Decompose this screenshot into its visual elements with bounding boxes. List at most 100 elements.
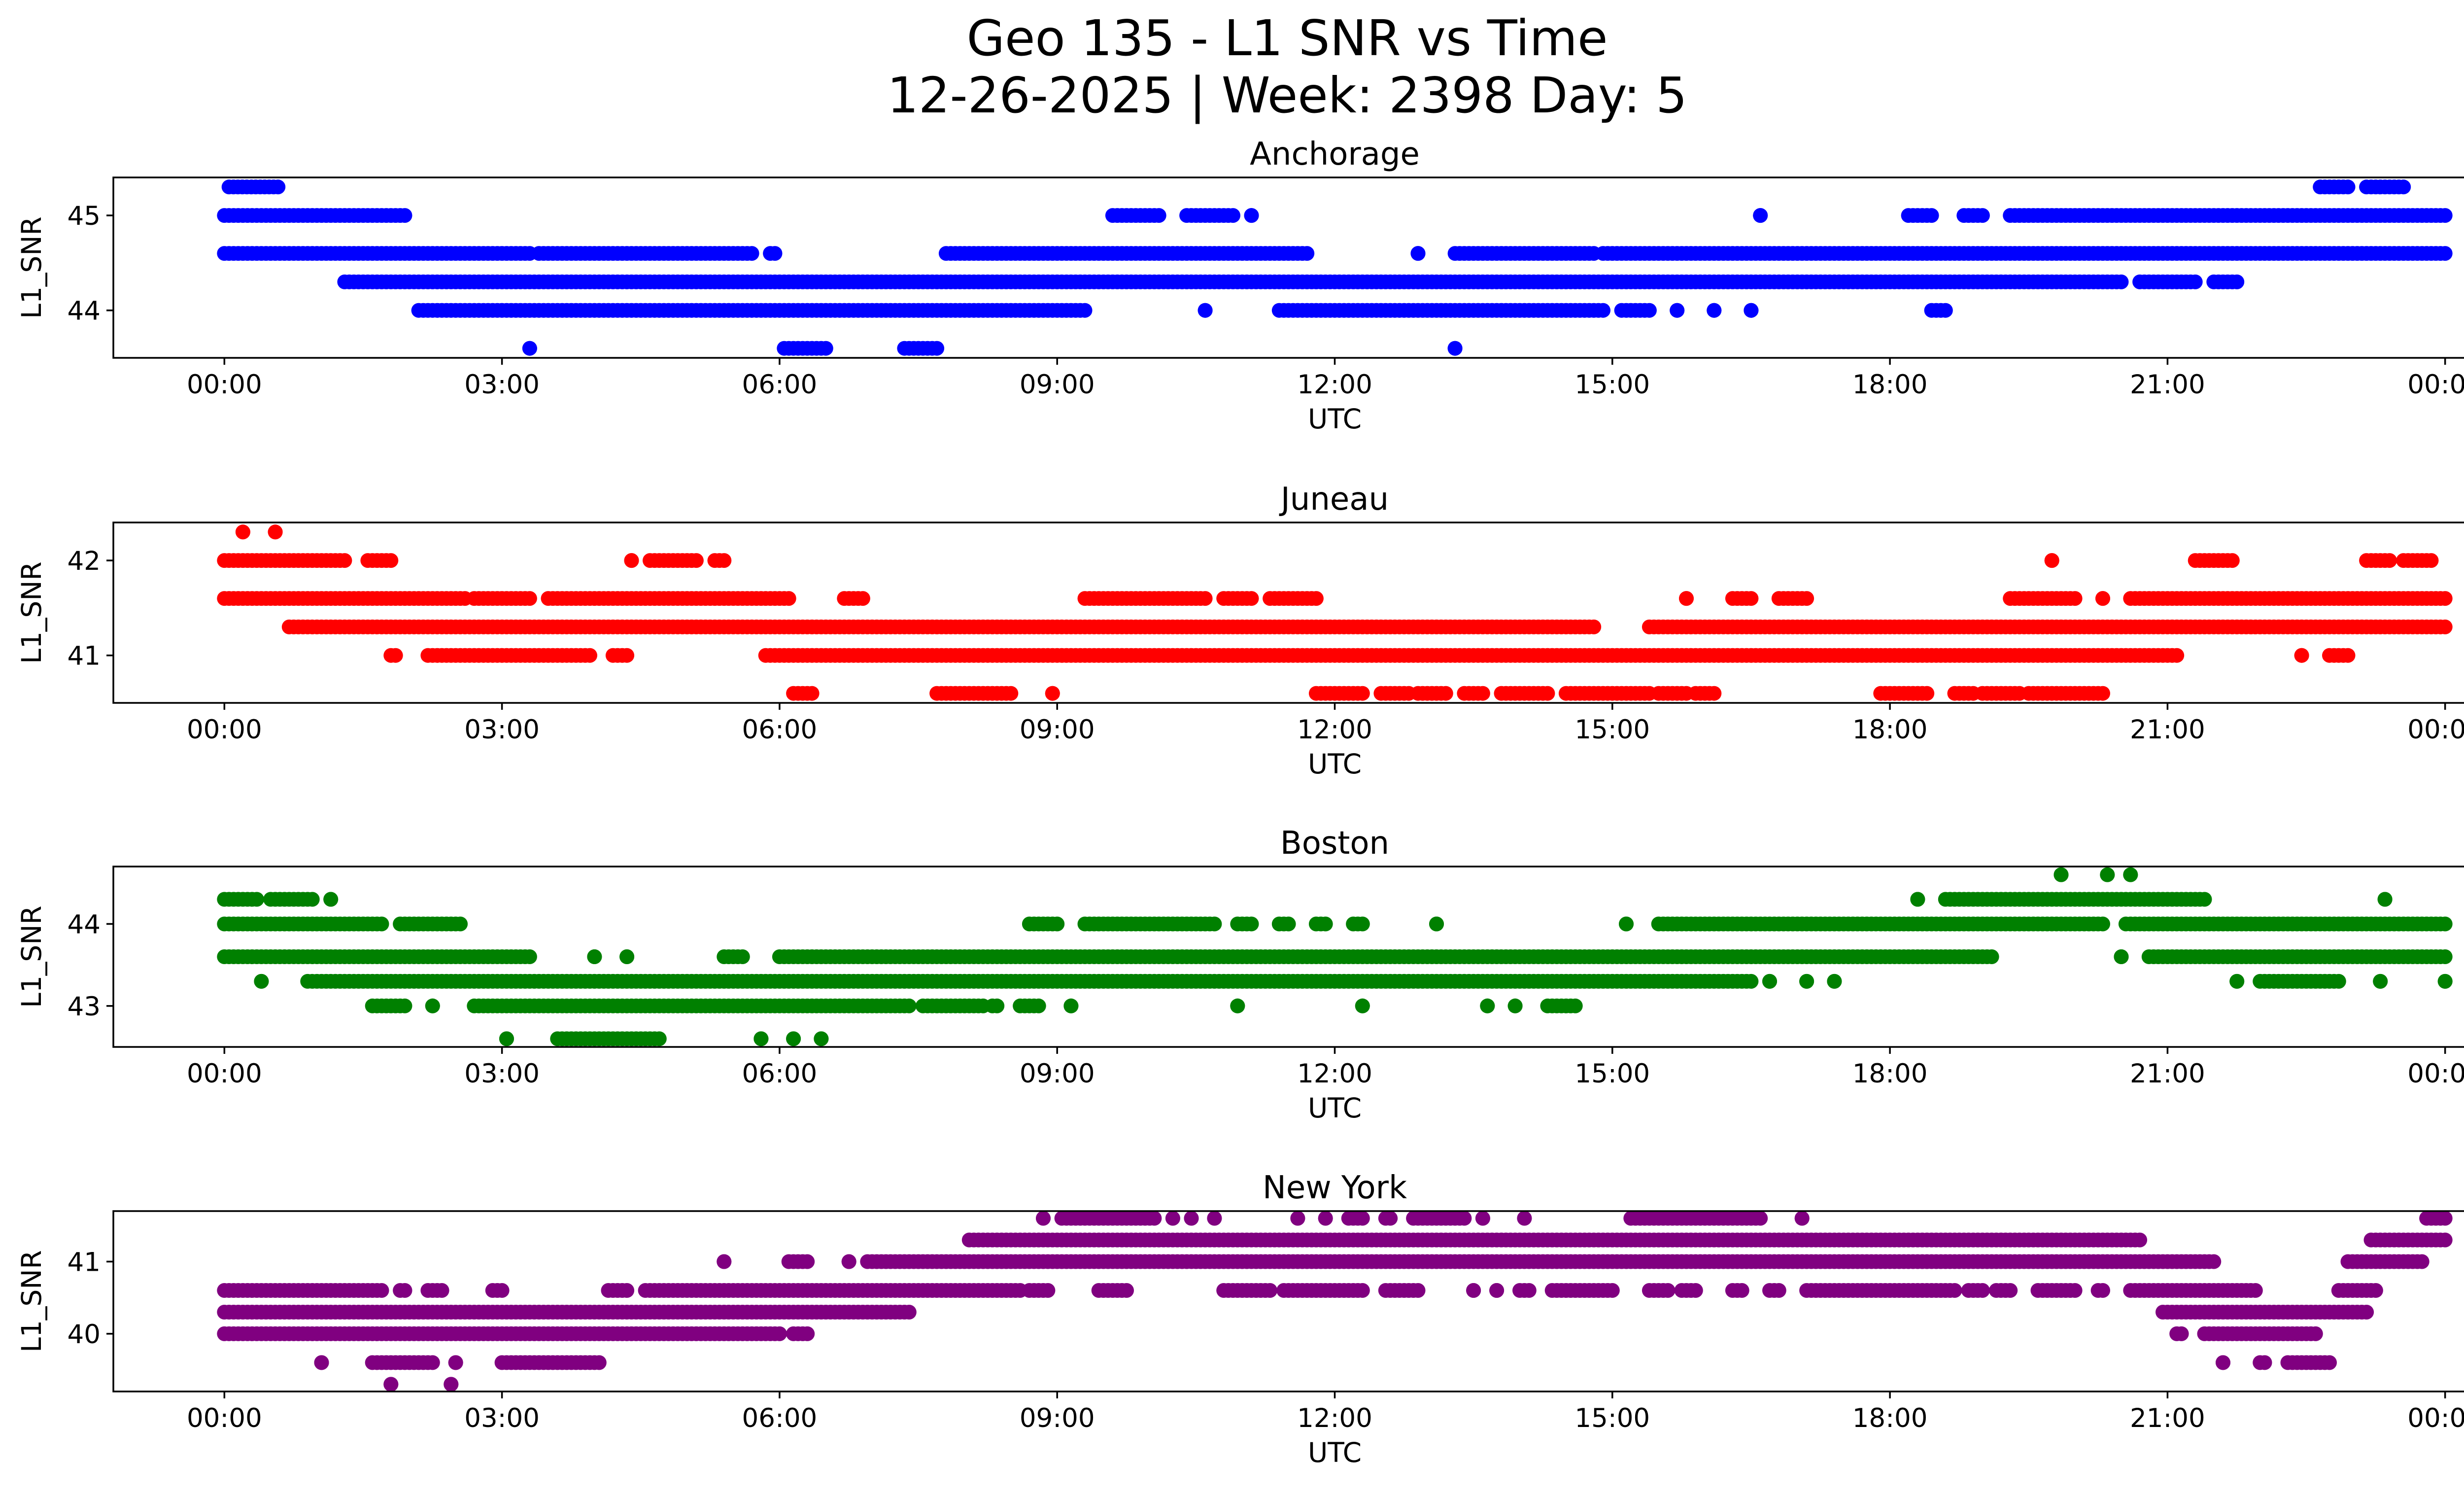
data-point [619,1283,635,1298]
data-point [1308,591,1324,606]
data-point [2437,973,2453,989]
data-point [1244,208,1259,223]
y-axis-label: L1_SNR [16,905,47,1008]
data-point [841,1254,856,1269]
data-point [453,916,468,932]
data-point [425,998,440,1013]
data-point [1744,303,1759,318]
x-tick-label: 21:00 [2130,715,2205,745]
data-point [2100,867,2115,882]
data-point [1827,973,1842,989]
data-point [337,553,352,568]
data-point [2169,648,2185,663]
data-point [235,524,250,540]
data-point [2095,686,2110,701]
data-point [1707,303,1722,318]
data-point [1198,591,1213,606]
subplot-title: Juneau [1279,481,1389,518]
data-point [2437,916,2453,932]
subplot-title: Boston [1280,825,1389,862]
data-point [1355,1211,1370,1226]
data-point [800,1254,815,1269]
data-point [397,1283,412,1298]
data-point [1975,1283,1990,1298]
data-point [2044,553,2059,568]
data-point [1938,303,1953,318]
data-point [1036,1211,1051,1226]
data-point [254,973,269,989]
data-point [1619,916,1634,932]
data-point [1771,1283,1786,1298]
x-tick-label: 06:00 [742,370,818,400]
data-point [1642,303,1657,318]
data-point [1263,1283,1278,1298]
data-point [1947,1283,1962,1298]
x-axis-label: UTC [1308,1092,1362,1124]
data-point [1679,591,1694,606]
data-point [619,648,635,663]
x-tick-label: 03:00 [464,1059,540,1089]
figure-title-line1: Geo 135 - L1 SNR vs Time [967,9,1608,67]
data-point [1031,998,1046,1013]
axes-frame [112,522,2464,704]
data-point [1475,1211,1490,1226]
data-point [2095,591,2110,606]
data-point [1799,591,1814,606]
x-tick-label: 12:00 [1297,715,1372,745]
data-point [651,1031,667,1046]
y-tick-label: 44 [68,909,101,939]
data-point [323,892,339,907]
y-tick-label: 43 [68,992,101,1022]
data-point [1910,892,1925,907]
x-tick-label: 18:00 [1852,715,1928,745]
data-point [2229,973,2245,989]
data-point [1355,1283,1370,1298]
data-point [929,341,945,356]
data-point [804,686,820,701]
data-point [1753,1211,1768,1226]
data-point [1924,208,1939,223]
data-point [1475,686,1490,701]
data-point [1799,973,1814,989]
data-point [2114,949,2129,964]
data-point [1318,1211,1333,1226]
data-point [814,1031,829,1046]
data-point [1480,998,1495,1013]
data-point [2248,1283,2263,1298]
data-point [781,591,796,606]
data-point [1457,1211,1472,1226]
y-tick-label: 44 [68,296,101,326]
data-point [268,524,283,540]
x-tick-label: 00:00 [2407,370,2464,400]
data-point [1438,686,1453,701]
data-point [1744,591,1759,606]
data-point [1794,1211,1810,1226]
data-point [1077,303,1093,318]
x-tick-label: 18:00 [1852,1059,1928,1089]
data-point [767,246,783,261]
data-point [2067,1283,2083,1298]
data-point [1151,208,1166,223]
data-point [2197,892,2212,907]
data-point [2114,274,2129,289]
data-point [1226,208,1240,223]
data-point [1688,1283,1703,1298]
data-points [217,867,2453,1046]
data-point [522,341,537,356]
x-tick-label: 03:00 [464,715,540,745]
data-point [1447,341,1463,356]
data-point [2123,867,2138,882]
data-point [2382,553,2397,568]
data-point [2340,179,2356,195]
data-point [1507,998,1523,1013]
data-point [2053,867,2069,882]
data-point [434,1283,449,1298]
data-point [1290,1211,1305,1226]
data-point [2377,892,2393,907]
x-tick-label: 00:00 [187,715,262,745]
data-point [1207,916,1222,932]
subplot-title: Anchorage [1250,136,1420,173]
data-point [1734,1283,1749,1298]
data-points [217,524,2453,701]
